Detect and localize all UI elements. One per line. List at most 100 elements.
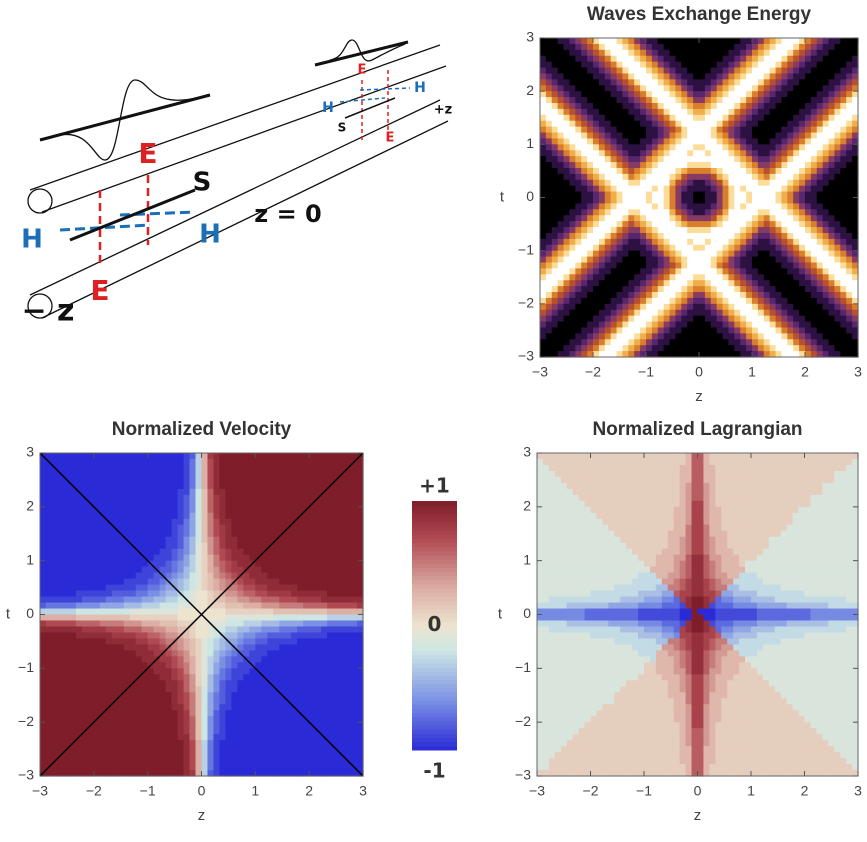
- field-cell: [670, 327, 676, 334]
- field-cell: [776, 121, 782, 128]
- field-cell: [160, 591, 167, 598]
- field-cell: [213, 692, 220, 699]
- field-cell: [840, 339, 846, 346]
- field-cell: [196, 531, 203, 538]
- field-cell: [605, 138, 611, 145]
- field-cell: [124, 650, 131, 657]
- field-cell: [225, 453, 232, 460]
- field-cell: [52, 638, 59, 645]
- field-cell: [611, 109, 617, 116]
- field-cell: [652, 280, 658, 287]
- field-cell: [840, 50, 846, 57]
- field-cell: [136, 662, 143, 669]
- field-cell: [646, 168, 652, 175]
- field-cell: [840, 186, 846, 193]
- field-cell: [687, 304, 693, 311]
- field-cell: [811, 316, 817, 323]
- field-cell: [237, 531, 244, 538]
- field-cell: [255, 698, 262, 705]
- field-cell: [46, 465, 53, 472]
- field-cell: [670, 274, 676, 281]
- field-cell: [740, 286, 746, 293]
- field-cell: [58, 531, 65, 538]
- field-cell: [558, 345, 564, 352]
- field-cell: [752, 91, 758, 98]
- field-cell: [593, 121, 599, 128]
- field-cell: [219, 615, 226, 622]
- field-cell: [148, 615, 155, 622]
- field-cell: [552, 168, 558, 175]
- field-cell: [776, 268, 782, 275]
- field-cell: [76, 698, 83, 705]
- field-cell: [136, 734, 143, 741]
- field-cell: [70, 579, 77, 586]
- field-cell: [172, 501, 179, 508]
- field-cell: [699, 209, 705, 216]
- field-cell: [172, 537, 179, 544]
- field-cell: [829, 150, 835, 157]
- field-cell: [752, 62, 758, 69]
- field-cell: [746, 56, 752, 63]
- field-cell: [231, 519, 238, 526]
- field-cell: [100, 471, 107, 478]
- field-cell: [112, 710, 119, 717]
- field-cell: [723, 156, 729, 163]
- field-cell: [687, 62, 693, 69]
- field-cell: [670, 192, 676, 199]
- field-cell: [136, 513, 143, 520]
- field-cell: [213, 609, 220, 616]
- field-cell: [740, 292, 746, 299]
- field-cell: [628, 292, 634, 299]
- field-cell: [811, 56, 817, 63]
- field-cell: [834, 156, 840, 163]
- field-cell: [829, 262, 835, 269]
- field-cell: [646, 115, 652, 122]
- field-cell: [646, 68, 652, 75]
- field-cell: [166, 620, 173, 627]
- field-cell: [799, 121, 805, 128]
- field-cell: [646, 38, 652, 45]
- field-cell: [166, 716, 173, 723]
- field-cell: [611, 192, 617, 199]
- field-cell: [219, 620, 226, 627]
- field-cell: [184, 573, 191, 580]
- field-cell: [687, 198, 693, 205]
- field-cell: [605, 304, 611, 311]
- field-cell: [178, 698, 185, 705]
- field-cell: [243, 477, 250, 484]
- field-cell: [587, 68, 593, 75]
- field-cell: [834, 345, 840, 352]
- field-cell: [622, 233, 628, 240]
- field-cell: [76, 453, 83, 460]
- field-cell: [652, 339, 658, 346]
- field-cell: [70, 459, 77, 466]
- field-cell: [787, 138, 793, 145]
- field-cell: [664, 280, 670, 287]
- field-cell: [118, 453, 125, 460]
- field-cell: [166, 698, 173, 705]
- field-cell: [88, 692, 95, 699]
- field-cell: [664, 333, 670, 340]
- field-cell: [64, 644, 71, 651]
- field-cell: [734, 286, 740, 293]
- field-cell: [593, 174, 599, 181]
- field-cell: [693, 103, 699, 110]
- field-cell: [166, 734, 173, 741]
- field-cell: [255, 519, 262, 526]
- field-cell: [599, 333, 605, 340]
- field-cell: [758, 62, 764, 69]
- field-cell: [840, 298, 846, 305]
- field-cell: [687, 127, 693, 134]
- field-cell: [776, 127, 782, 134]
- field-cell: [834, 186, 840, 193]
- field-cell: [770, 209, 776, 216]
- field-cell: [249, 674, 256, 681]
- field-cell: [166, 513, 173, 520]
- field-cell: [670, 73, 676, 80]
- field-cell: [190, 477, 197, 484]
- field-cell: [829, 257, 835, 264]
- field-cell: [781, 257, 787, 264]
- field-cell: [640, 274, 646, 281]
- field-cell: [834, 292, 840, 299]
- field-cell: [540, 327, 546, 334]
